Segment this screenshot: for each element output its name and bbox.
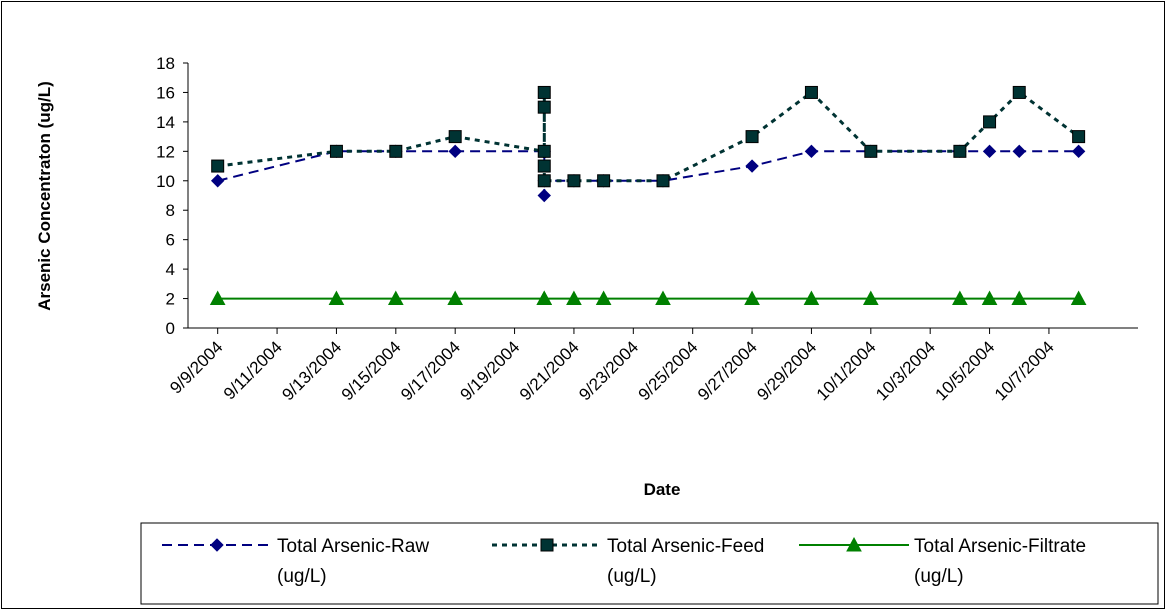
series-3-point xyxy=(447,290,464,306)
series-3-point xyxy=(536,290,553,306)
series-2-point xyxy=(537,144,551,158)
series-2-point xyxy=(804,85,818,99)
legend-marker-3 xyxy=(846,536,862,552)
legend-label-3: (ug/L) xyxy=(914,566,964,587)
x-tick-label: 9/15/2004 xyxy=(338,337,405,404)
series-1-point xyxy=(804,144,819,159)
y-tick-label: 12 xyxy=(156,142,175,161)
y-tick-label: 16 xyxy=(156,83,175,102)
series-2-point xyxy=(329,144,343,158)
x-tick-label: 9/29/2004 xyxy=(753,337,820,404)
series-2-point xyxy=(567,174,581,188)
series-1-point xyxy=(537,188,551,203)
series-2-point xyxy=(656,174,670,188)
legend-box xyxy=(140,522,1159,605)
series-1-point xyxy=(982,144,997,159)
series-1-point xyxy=(1071,144,1086,159)
series-1-point xyxy=(210,174,225,188)
y-axis-title: Arsenic Concentraton (ug/L) xyxy=(35,81,54,311)
series-line-1 xyxy=(217,150,1079,196)
series-3-point xyxy=(952,290,968,306)
y-axis-title-group: Arsenic Concentraton (ug/L) xyxy=(35,81,54,311)
series-1-point xyxy=(448,144,462,159)
series-2-point xyxy=(864,144,878,158)
series-3-point xyxy=(1011,290,1028,306)
y-tick-label: 0 xyxy=(166,319,175,338)
series-3-point xyxy=(328,290,345,306)
series-line-2 xyxy=(217,90,1080,183)
series-1-point xyxy=(1012,144,1026,159)
x-tick-label: 10/1/2004 xyxy=(813,337,880,404)
series-2-point xyxy=(537,85,551,99)
series-2-point xyxy=(211,159,225,173)
x-tick-label: 9/23/2004 xyxy=(575,337,642,404)
series-2-point xyxy=(597,174,611,188)
series-3-point xyxy=(566,290,582,306)
x-tick-label: 10/5/2004 xyxy=(931,337,998,404)
y-tick-label: 14 xyxy=(156,113,175,132)
legend-label-1: Total Arsenic-Raw xyxy=(277,536,429,557)
series-2-point xyxy=(389,144,403,158)
series-3-point xyxy=(981,290,998,306)
series-2-point xyxy=(745,130,759,144)
x-axis-title: Date xyxy=(644,480,681,499)
y-tick-label: 6 xyxy=(166,231,175,250)
x-tick-label: 9/9/2004 xyxy=(166,337,226,397)
legend-label-2: Total Arsenic-Feed xyxy=(607,536,764,557)
series-3-point xyxy=(803,290,820,306)
series-3-point xyxy=(209,290,226,306)
series-3-point xyxy=(862,290,879,306)
series-3-point xyxy=(1070,290,1087,306)
series-3-point xyxy=(387,290,404,306)
legend-marker-1 xyxy=(210,538,224,552)
x-tick-label: 10/3/2004 xyxy=(872,337,939,404)
y-tick-label: 10 xyxy=(156,172,175,191)
series-2-point xyxy=(537,159,551,173)
y-tick-label: 8 xyxy=(166,201,175,220)
x-tick-label: 9/25/2004 xyxy=(635,337,702,404)
x-tick-label: 10/7/2004 xyxy=(991,337,1058,404)
y-tick-label: 4 xyxy=(166,260,175,279)
legend-label-3: Total Arsenic-Filtrate xyxy=(914,536,1086,557)
x-tick-label: 9/19/2004 xyxy=(456,337,523,404)
legend-label-1: (ug/L) xyxy=(277,566,327,587)
series-2-point xyxy=(1012,85,1026,99)
series-3-point xyxy=(655,290,671,306)
series-2-point xyxy=(983,115,997,129)
y-tick-label: 2 xyxy=(166,290,175,309)
legend: Total Arsenic-Raw (ug/L) Total Arsenic-Fee… xyxy=(140,522,1159,605)
legend-label-2: (ug/L) xyxy=(607,566,657,587)
x-tick-label: 9/17/2004 xyxy=(397,337,464,404)
series-1-point xyxy=(745,159,759,173)
plot-area: 0 2 4 6 8 10 12 14 16 18 9/9/20049/11/20049/13/200… xyxy=(156,54,1138,404)
series-2-point xyxy=(537,100,551,114)
y-tick-label: 18 xyxy=(156,54,175,73)
series-2-point xyxy=(1072,130,1086,144)
legend-marker-2 xyxy=(540,538,554,552)
series-3-point xyxy=(595,290,612,306)
series-3-point xyxy=(744,290,760,306)
x-tick-label: 9/13/2004 xyxy=(278,337,345,404)
x-tick-label: 9/21/2004 xyxy=(516,337,583,404)
series-2-point xyxy=(448,130,462,144)
x-tick-label: 9/27/2004 xyxy=(694,337,761,404)
series-2-point xyxy=(953,144,967,158)
x-tick-label: 9/11/2004 xyxy=(220,337,286,403)
series-2-point xyxy=(537,174,551,188)
